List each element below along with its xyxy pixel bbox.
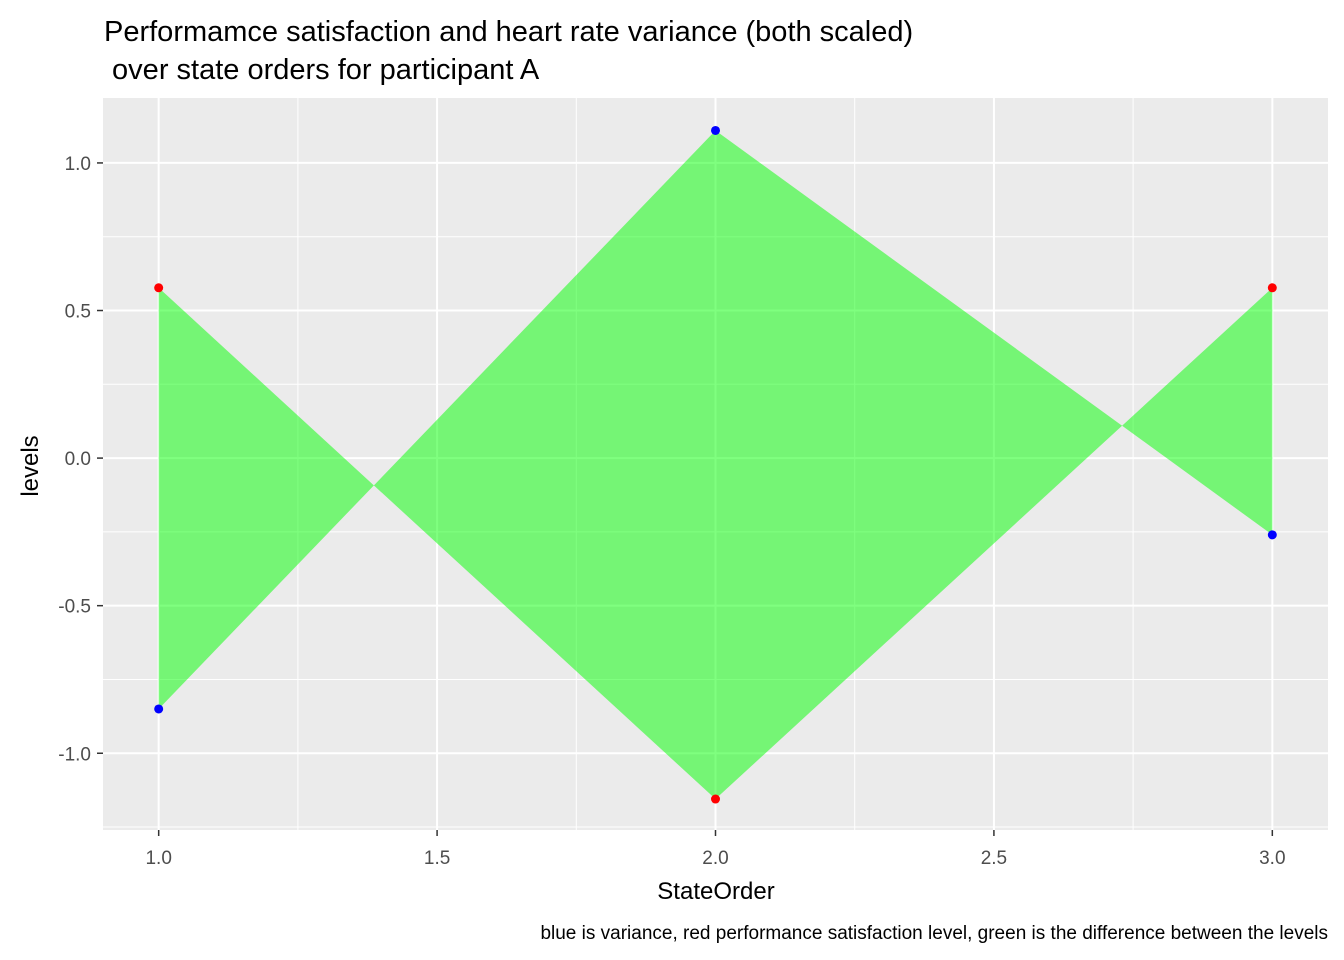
ribbon-segment: [158, 130, 716, 800]
x-tick-label: 2.0: [702, 848, 728, 869]
x-axis: 1.0 1.5 2.0 2.5 3.0: [145, 830, 1286, 869]
x-tick-label: 3.0: [1259, 848, 1285, 869]
satisfaction-point: [711, 794, 720, 804]
y-tick-label: -0.5: [58, 597, 91, 618]
y-tick-label: 0.0: [65, 449, 91, 470]
y-tick-label: 0.5: [65, 302, 91, 323]
y-tick-label: 1.0: [65, 154, 91, 175]
x-tick-label: 1.0: [145, 848, 171, 869]
chart-caption: blue is variance, red performance satisf…: [540, 923, 1328, 944]
chart-title-line2: over state orders for participant A: [104, 54, 540, 86]
variance-point: [711, 125, 720, 135]
x-axis-title: StateOrder: [657, 878, 774, 905]
x-tick-label: 1.5: [424, 848, 450, 869]
x-tick-label: 2.5: [981, 848, 1007, 869]
ribbon-segment: [715, 130, 1273, 800]
variance-point: [154, 704, 164, 714]
y-axis: -1.0 -0.5 0.0 0.5 1.0: [58, 154, 103, 765]
chart-title-line1: Performamce satisfaction and heart rate …: [104, 16, 913, 48]
y-tick-label: -1.0: [58, 744, 91, 765]
variance-point: [1267, 530, 1277, 540]
y-axis-title: levels: [17, 435, 44, 496]
satisfaction-point: [154, 283, 164, 293]
data-points: [154, 125, 1277, 804]
difference-ribbon: [158, 130, 1273, 800]
satisfaction-point: [1267, 283, 1277, 293]
